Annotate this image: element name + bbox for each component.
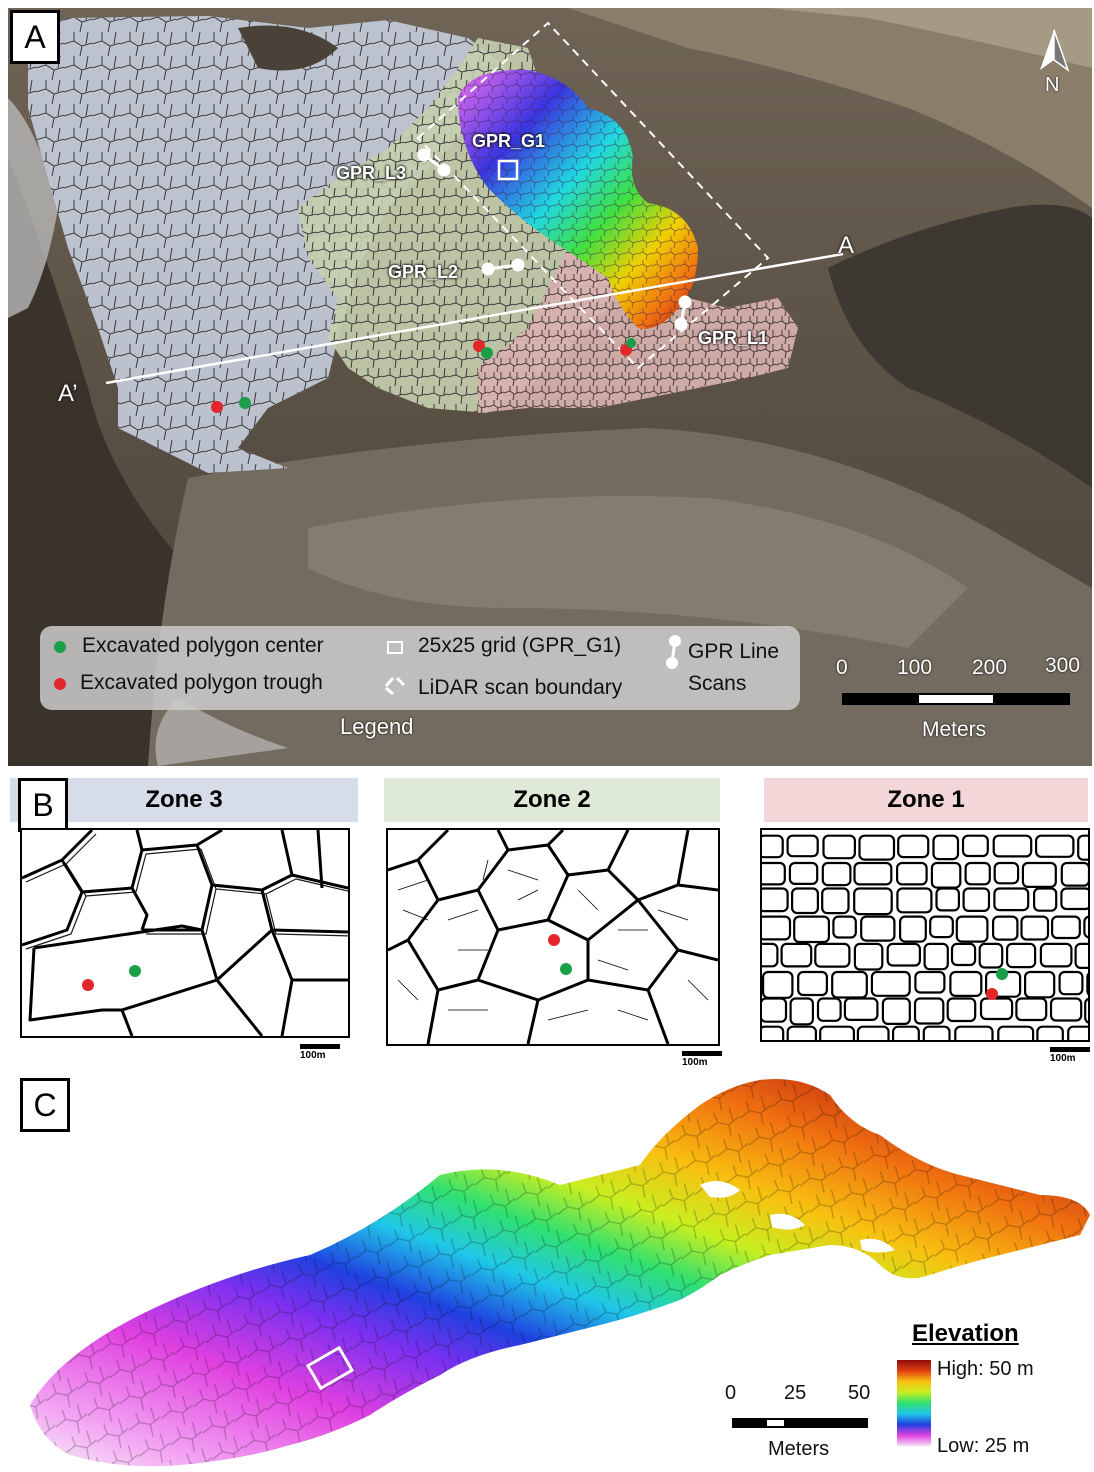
- panel-label-c: C: [20, 1078, 70, 1132]
- zone1-title: Zone 1: [764, 778, 1088, 822]
- elevation-low: Low: 25 m: [937, 1435, 1030, 1457]
- zone2-title: Zone 2: [384, 778, 720, 822]
- legend-title: Legend: [340, 714, 414, 739]
- zone3-polygon-map: [20, 828, 350, 1038]
- lidar-boundary-icon: [384, 676, 406, 696]
- legend-line-scans-1: GPR Line: [688, 640, 780, 663]
- zone1-scalebar: 100m: [1050, 1047, 1090, 1064]
- zone1-polygon-map: [760, 828, 1090, 1042]
- north-arrow-icon: [1040, 29, 1070, 72]
- scale-a-bar: [842, 693, 1070, 705]
- zone2-scalebar: 100m: [682, 1051, 722, 1068]
- elevation-ramp: [897, 1360, 931, 1446]
- trough-dot-icon: [54, 678, 66, 690]
- scale-c-bar: [732, 1418, 868, 1428]
- scale-a-tick-2: 200: [972, 656, 1008, 679]
- center-dot-icon: [54, 641, 66, 653]
- zone2-polygon-map: [386, 828, 720, 1046]
- north-label: N: [1045, 74, 1060, 96]
- legend-line-scans-2: Scans: [688, 672, 747, 695]
- gpr-line-icon: [666, 635, 681, 669]
- label-section-a-prime: A’: [58, 380, 78, 407]
- scale-c-tick-1: 25: [784, 1382, 807, 1404]
- elevation-high: High: 50 m: [937, 1358, 1034, 1380]
- elevation-title: Elevation: [912, 1320, 1019, 1347]
- zone3-scale-label: 100m: [300, 1050, 326, 1061]
- panel-label-b: B: [18, 778, 68, 832]
- zone1-scale-label: 100m: [1050, 1053, 1076, 1064]
- zone3-title: Zone 3: [10, 778, 358, 822]
- scale-a-tick-1: 100: [897, 656, 933, 679]
- scale-a-tick-3: 300: [1045, 654, 1081, 677]
- label-gpr-l1: GPR_L1: [698, 328, 769, 348]
- panel-a: [8, 8, 1092, 766]
- legend-grid: 25x25 grid (GPR_G1): [418, 634, 622, 657]
- label-section-a: A: [838, 232, 855, 259]
- scale-a-tick-0: 0: [836, 656, 848, 679]
- scale-c-unit: Meters: [768, 1438, 830, 1460]
- panel-label-a: A: [10, 10, 60, 64]
- scale-a-unit: Meters: [922, 718, 987, 741]
- legend-lidar: LiDAR scan boundary: [418, 676, 623, 699]
- zone3-scalebar: 100m: [300, 1044, 340, 1061]
- scale-c-tick-0: 0: [725, 1382, 737, 1404]
- label-gpr-g1: GPR_G1: [472, 131, 546, 151]
- zone1-polygons-svg: [762, 834, 1088, 1040]
- legend-center: Excavated polygon center: [82, 634, 324, 657]
- label-gpr-l3: GPR_L3: [336, 163, 407, 183]
- grid-square-icon: [387, 641, 403, 654]
- lidar-elevation-model: [30, 1079, 1090, 1467]
- zone2-scale-label: 100m: [682, 1057, 708, 1068]
- satellite-map: [8, 8, 1092, 766]
- label-gpr-l2: GPR_L2: [388, 262, 459, 282]
- legend-trough: Excavated polygon trough: [80, 671, 323, 694]
- scale-c-tick-2: 50: [848, 1382, 871, 1404]
